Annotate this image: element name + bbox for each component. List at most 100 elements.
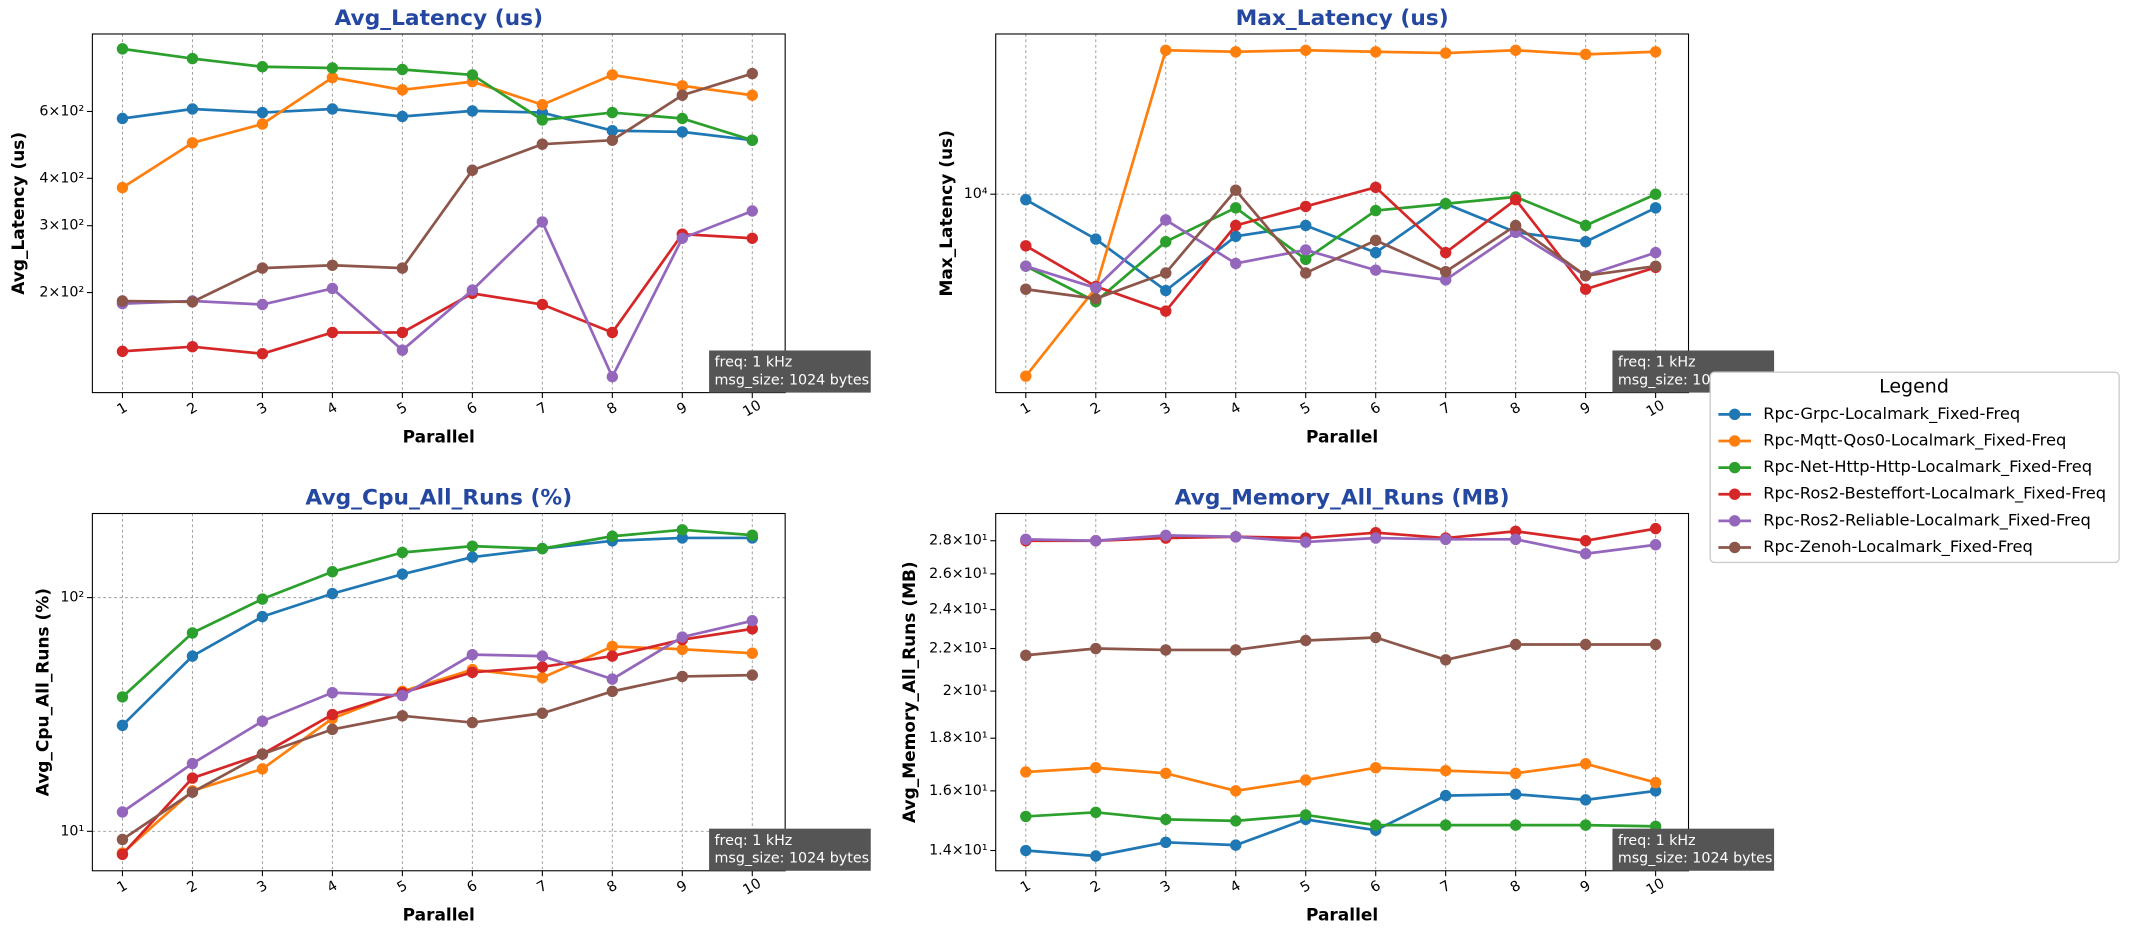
- data-point: [1090, 282, 1102, 294]
- x-tick-label: 8: [1508, 400, 1524, 418]
- legend-marker: [1728, 461, 1741, 474]
- x-tick-label: 4: [1228, 400, 1244, 418]
- data-point: [1090, 806, 1102, 819]
- data-point: [396, 710, 409, 722]
- data-point: [746, 67, 758, 80]
- data-point: [1579, 48, 1592, 61]
- annotation-text: msg_size: 1024 bytes: [715, 851, 870, 867]
- data-point: [1020, 260, 1032, 272]
- data-point: [536, 138, 549, 150]
- data-point: [1370, 631, 1382, 644]
- data-point: [116, 806, 129, 818]
- data-point: [1649, 785, 1662, 797]
- data-point: [1579, 548, 1592, 560]
- data-point: [466, 551, 479, 563]
- data-point: [256, 262, 269, 274]
- data-point: [606, 640, 619, 653]
- data-point: [186, 137, 199, 149]
- data-point: [1230, 815, 1242, 827]
- annotation-text: msg_size: 1024 bytes: [1618, 851, 1773, 867]
- y-tick-label: 1.8×10¹: [929, 730, 987, 746]
- data-point: [1160, 767, 1172, 780]
- x-axis-label: Parallel: [1306, 427, 1378, 447]
- y-tick-label: 6×10²: [39, 103, 84, 119]
- data-point: [466, 69, 479, 81]
- data-point: [116, 345, 129, 358]
- plot-frame: [995, 33, 1690, 394]
- annotation-box: [709, 350, 871, 393]
- x-tick-label: 2: [185, 400, 201, 418]
- data-point: [466, 284, 479, 296]
- series-line: [122, 232, 753, 356]
- x-tick-label: 5: [394, 400, 410, 418]
- legend-box: [1709, 371, 2120, 564]
- data-point: [326, 71, 339, 84]
- y-tick-label: 10⁴: [964, 186, 988, 202]
- legend-label: Rpc-Grpc-Localmark_Fixed-Freq: [1763, 404, 2020, 424]
- data-point: [466, 105, 479, 117]
- data-point: [1020, 283, 1032, 295]
- data-point: [1439, 654, 1452, 666]
- data-point: [1160, 305, 1172, 317]
- y-tick-label: 2.2×10¹: [929, 641, 987, 657]
- data-point: [1020, 649, 1032, 661]
- x-tick-label: 3: [254, 878, 270, 896]
- series-line: [122, 209, 753, 380]
- data-point: [1160, 267, 1172, 279]
- data-point: [1370, 819, 1382, 831]
- data-point: [1160, 214, 1172, 226]
- data-point: [466, 540, 479, 552]
- data-point: [1230, 184, 1242, 196]
- data-point: [1509, 767, 1522, 780]
- data-point: [1020, 533, 1032, 546]
- data-point: [536, 661, 549, 673]
- data-point: [1370, 532, 1382, 544]
- data-point: [1579, 219, 1592, 232]
- y-tick-label: 1.4×10¹: [929, 843, 987, 859]
- data-point: [396, 262, 409, 274]
- data-point: [606, 124, 619, 137]
- data-point: [1160, 529, 1172, 542]
- data-point: [1090, 535, 1102, 547]
- data-point: [116, 112, 129, 125]
- data-point: [676, 670, 689, 683]
- series-line: [1025, 533, 1656, 556]
- data-point: [1649, 260, 1662, 272]
- data-point: [326, 686, 339, 699]
- data-point: [606, 134, 619, 146]
- data-point: [1370, 181, 1382, 194]
- data-point: [1439, 274, 1452, 286]
- legend-label: Rpc-Zenoh-Localmark_Fixed-Freq: [1763, 537, 2033, 557]
- x-tick-label: 3: [254, 400, 270, 418]
- data-point: [1230, 230, 1242, 242]
- data-point: [186, 650, 199, 662]
- data-point: [1160, 235, 1172, 248]
- data-point: [1579, 535, 1592, 547]
- data-point: [396, 568, 409, 580]
- x-tick-label: 2: [1088, 400, 1104, 418]
- legend-marker: [1728, 515, 1741, 527]
- x-tick-label: 1: [1018, 878, 1034, 896]
- data-point: [256, 610, 269, 623]
- series-line: [1025, 636, 1656, 662]
- data-point: [606, 106, 619, 119]
- data-point: [1160, 813, 1172, 826]
- data-point: [1649, 202, 1662, 214]
- data-point: [746, 232, 758, 244]
- data-point: [1230, 257, 1242, 270]
- series-line: [1025, 218, 1657, 290]
- series-line: [121, 73, 753, 189]
- annotation-text: freq: 1 kHz: [1618, 833, 1696, 849]
- series-line: [122, 72, 753, 304]
- data-point: [326, 326, 339, 339]
- data-point: [326, 566, 339, 578]
- data-point: [1020, 844, 1032, 857]
- data-point: [1439, 198, 1452, 210]
- data-point: [1230, 531, 1242, 543]
- y-tick-label: 4×10²: [39, 170, 84, 186]
- data-point: [326, 62, 339, 74]
- annotation-box: [1612, 828, 1775, 871]
- y-tick-label: 2×10¹: [943, 683, 988, 699]
- data-point: [116, 719, 129, 732]
